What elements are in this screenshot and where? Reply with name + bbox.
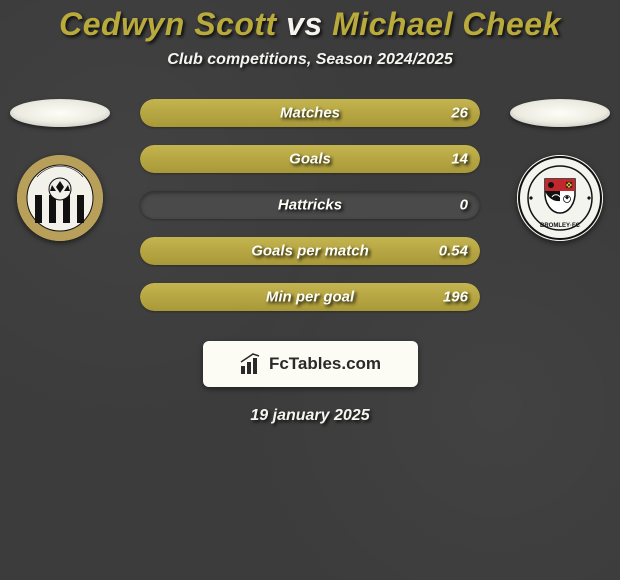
comparison-title: Cedwyn Scott vs Michael Cheek <box>0 6 620 43</box>
player-a-column <box>0 99 120 241</box>
subtitle: Club competitions, Season 2024/2025 <box>0 51 620 69</box>
player-a-avatar <box>10 99 110 127</box>
stat-label: Goals per match <box>251 243 369 260</box>
player-b-avatar <box>510 99 610 127</box>
stat-bar: Min per goal 196 <box>140 283 480 311</box>
stat-bar: Goals 14 <box>140 145 480 173</box>
date-text: 19 january 2025 <box>0 407 620 425</box>
brand-box[interactable]: FcTables.com <box>203 341 418 387</box>
stat-bar: Matches 26 <box>140 99 480 127</box>
stat-bar: Goals per match 0.54 <box>140 237 480 265</box>
club-badge-left <box>17 155 103 241</box>
stat-label: Matches <box>280 105 340 122</box>
stat-label: Hattricks <box>278 197 342 214</box>
stat-value-b: 0.54 <box>439 243 468 260</box>
vs-text: vs <box>286 6 323 42</box>
stat-bar: Hattricks 0 <box>140 191 480 219</box>
bromley-fc-crest-icon: BROMLEY·FC <box>517 155 603 241</box>
player-b-name: Michael Cheek <box>332 6 561 42</box>
stat-value-b: 26 <box>451 105 468 122</box>
stat-label: Goals <box>289 151 331 168</box>
brand-text: FcTables.com <box>269 354 381 374</box>
notts-county-crest-icon <box>17 155 103 241</box>
player-a-name: Cedwyn Scott <box>59 6 277 42</box>
svg-text:BROMLEY·FC: BROMLEY·FC <box>540 223 581 229</box>
stat-label: Min per goal <box>266 289 354 306</box>
club-badge-right: BROMLEY·FC <box>517 155 603 241</box>
stat-value-b: 0 <box>460 197 468 214</box>
stat-value-b: 14 <box>451 151 468 168</box>
player-b-column: BROMLEY·FC <box>500 99 620 241</box>
stat-bars: Matches 26 Goals 14 Hattricks 0 Goals per matc… <box>140 99 480 311</box>
comparison-area: BROMLEY·FC Matches 26 Goals 14 Hattricks 0 Goa… <box>0 99 620 319</box>
bar-chart-icon <box>239 352 263 376</box>
stat-value-b: 196 <box>443 289 468 306</box>
